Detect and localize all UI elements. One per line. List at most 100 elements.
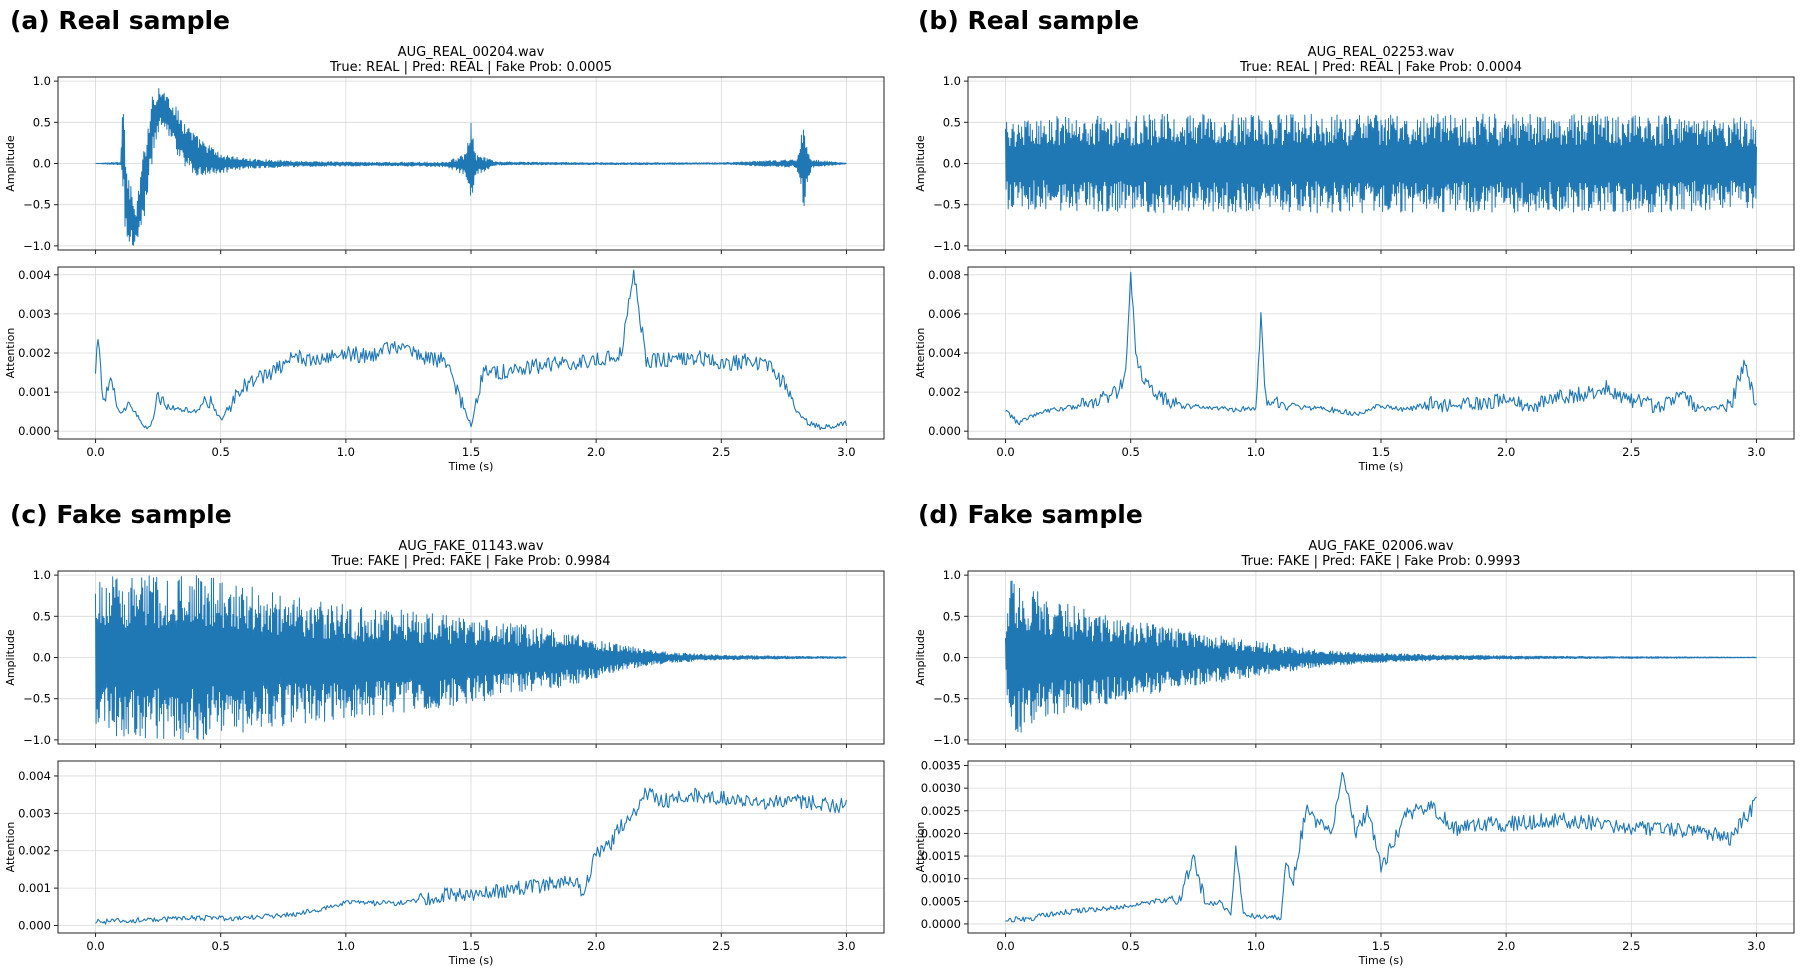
y-tick-label: −1.0 [933, 733, 961, 747]
y-tick-label: 0.000 [18, 919, 51, 933]
x-tick-label: 1.0 [1247, 939, 1265, 953]
x-tick-label: 1.0 [337, 939, 355, 953]
y-tick-label: 0.0000 [921, 917, 961, 931]
x-axis-label: Time (s) [448, 460, 494, 473]
panel-label: (a) Real sample [10, 6, 230, 35]
y-axis-label: Amplitude [914, 629, 927, 686]
y-tick-label: 0.0030 [921, 781, 961, 795]
y-tick-label: 0.000 [18, 424, 51, 438]
x-axis-label: Time (s) [448, 954, 494, 967]
x-tick-label: 2.5 [712, 939, 730, 953]
panel-prediction: True: REAL | Pred: REAL | Fake Prob: 0.0… [329, 60, 612, 75]
y-tick-label: 0.004 [18, 769, 51, 783]
x-tick-label: 0.5 [212, 939, 230, 953]
panel-file-name: AUG_REAL_02253.wav [1308, 45, 1455, 60]
y-tick-label: 0.0010 [921, 872, 961, 886]
waveform-series-line [1005, 113, 1757, 214]
x-tick-label: 1.5 [462, 445, 480, 459]
panel-b: (b) Real sample AUG_REAL_02253.wav True:… [914, 6, 1795, 473]
y-tick-label: 0.0 [943, 651, 961, 665]
panel-c: (c) Fake sample AUG_FAKE_01143.wav True:… [4, 500, 885, 967]
attention-plot: 0.000 0.002 0.004 0.006 0.008 0.0 0.5 1.0 1.5 2.0… [914, 266, 1795, 473]
y-tick-label: 0.004 [18, 268, 51, 282]
x-tick-label: 2.5 [1622, 939, 1640, 953]
waveform-series-line [95, 88, 847, 246]
panel-a: (a) Real sample AUG_REAL_00204.wav True:… [4, 6, 885, 473]
y-tick-label: 0.0020 [921, 826, 961, 840]
x-tick-label: 0.5 [1122, 939, 1140, 953]
y-axis-label: Attention [914, 328, 927, 379]
x-tick-label: 1.5 [1372, 939, 1390, 953]
panel-file-name: AUG_FAKE_01143.wav [398, 539, 543, 554]
y-tick-label: 0.001 [18, 385, 51, 399]
y-tick-label: 0.003 [18, 806, 51, 820]
y-tick-label: 0.5 [33, 609, 51, 623]
y-tick-label: 0.006 [928, 307, 961, 321]
x-tick-label: 2.0 [587, 445, 605, 459]
y-axis-label: Amplitude [914, 135, 927, 192]
attention-plot: 0.00000.00050.00100.00150.00200.00250.00… [914, 759, 1795, 967]
x-tick-label: 0.0 [996, 939, 1014, 953]
x-tick-label: 0.0 [86, 939, 104, 953]
y-tick-label: 1.0 [33, 74, 51, 88]
y-tick-label: 0.002 [928, 385, 961, 399]
waveform-plot: −1.0 −0.5 0.0 0.5 1.0 Amplitude [4, 74, 885, 254]
waveform-plot: −1.0 −0.5 0.0 0.5 1.0 Amplitude [914, 568, 1795, 748]
y-tick-label: −0.5 [23, 198, 51, 212]
x-tick-label: 0.0 [996, 445, 1014, 459]
attention-plot: 0.000 0.001 0.002 0.003 0.004 0.0 0.5 1.0 1.5 2.0… [4, 266, 885, 473]
x-tick-label: 3.0 [1747, 445, 1765, 459]
y-tick-label: 0.5 [33, 115, 51, 129]
y-tick-label: −1.0 [23, 733, 51, 747]
y-tick-label: 0.001 [18, 881, 51, 895]
panel-d: (d) Fake sample AUG_FAKE_02006.wav True:… [914, 500, 1795, 967]
panel-prediction: True: REAL | Pred: REAL | Fake Prob: 0.0… [1239, 60, 1522, 75]
x-tick-label: 2.5 [712, 445, 730, 459]
y-axis-label: Amplitude [4, 629, 17, 686]
x-tick-label: 2.0 [587, 939, 605, 953]
x-tick-label: 0.5 [212, 445, 230, 459]
y-axis-label: Attention [914, 822, 927, 873]
y-axis-label: Amplitude [4, 135, 17, 192]
y-tick-label: 0.5 [943, 609, 961, 623]
x-tick-label: 1.5 [1372, 445, 1390, 459]
x-tick-label: 3.0 [1747, 939, 1765, 953]
x-tick-label: 2.0 [1497, 939, 1515, 953]
x-tick-label: 3.0 [837, 939, 855, 953]
y-tick-label: −0.5 [933, 198, 961, 212]
y-axis-label: Attention [4, 328, 17, 379]
y-tick-label: 0.0 [33, 651, 51, 665]
x-tick-label: 0.5 [1122, 445, 1140, 459]
y-tick-label: 1.0 [33, 568, 51, 582]
x-axis-label: Time (s) [1358, 460, 1404, 473]
x-tick-label: 1.0 [1247, 445, 1265, 459]
panel-prediction: True: FAKE | Pred: FAKE | Fake Prob: 0.9… [331, 554, 611, 569]
x-tick-label: 1.0 [337, 445, 355, 459]
y-tick-label: 0.0025 [921, 804, 961, 818]
panel-label: (b) Real sample [918, 6, 1139, 35]
y-tick-label: 0.002 [18, 844, 51, 858]
attention-series-line [1005, 271, 1757, 426]
y-tick-label: 0.0035 [921, 759, 961, 773]
y-tick-label: 1.0 [943, 74, 961, 88]
x-tick-label: 0.0 [86, 445, 104, 459]
x-axis-label: Time (s) [1358, 954, 1404, 967]
y-tick-label: −0.5 [933, 692, 961, 706]
panel-label: (d) Fake sample [918, 500, 1143, 529]
x-tick-label: 2.0 [1497, 445, 1515, 459]
waveform-plot: −1.0 −0.5 0.0 0.5 1.0 Amplitude [4, 568, 885, 748]
y-tick-label: 0.0 [33, 157, 51, 171]
y-tick-label: 1.0 [943, 568, 961, 582]
y-tick-label: 0.003 [18, 307, 51, 321]
panel-file-name: AUG_FAKE_02006.wav [1308, 539, 1453, 554]
y-tick-label: 0.004 [928, 346, 961, 360]
y-tick-label: −1.0 [23, 239, 51, 253]
panel-label: (c) Fake sample [10, 500, 232, 529]
waveform-plot: −1.0 −0.5 0.0 0.5 1.0 Amplitude [914, 74, 1795, 254]
waveform-series-line [1005, 580, 1757, 733]
y-axis-label: Attention [4, 822, 17, 873]
y-tick-label: 0.002 [18, 346, 51, 360]
y-tick-label: 0.000 [928, 424, 961, 438]
panel-prediction: True: FAKE | Pred: FAKE | Fake Prob: 0.9… [1241, 554, 1521, 569]
